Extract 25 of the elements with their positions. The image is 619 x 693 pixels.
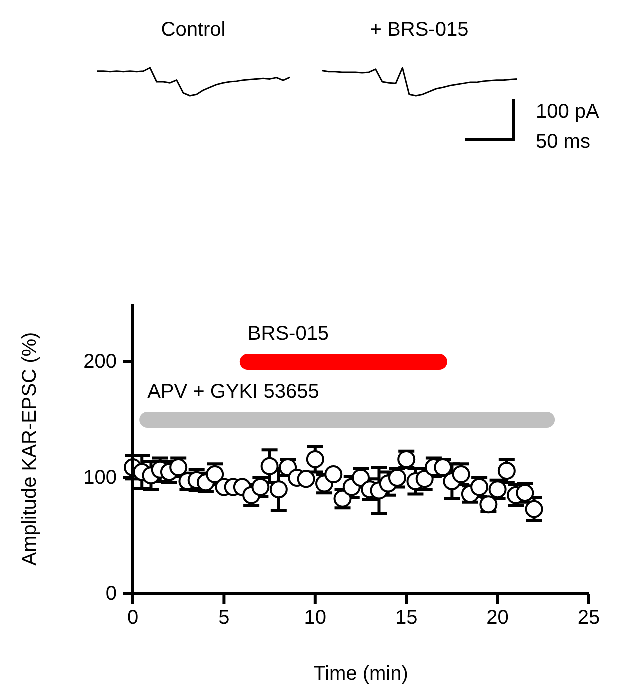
series-label: APV + GYKI 53655: [148, 381, 320, 403]
x-tick-label: 10: [304, 607, 327, 629]
x-tick-label: 5: [218, 607, 230, 629]
point: [306, 450, 324, 468]
y-axis-title: Amplitude KAR-EPSC (%): [19, 332, 41, 566]
x-tick-label: 25: [578, 607, 600, 629]
text: 100 pA: [536, 101, 600, 123]
y-tick-label: 100: [84, 467, 117, 489]
series-label: BRS-015: [248, 323, 330, 345]
x-axis-title: Time (min): [314, 663, 408, 685]
chart-title: + BRS-015: [370, 19, 469, 41]
x-tick-label: 15: [395, 607, 418, 629]
point: [498, 462, 516, 480]
chart-title: Control: [161, 19, 226, 41]
x-tick-label: 0: [127, 607, 139, 629]
point: [297, 470, 316, 488]
point: [260, 457, 279, 476]
text: 50 ms: [536, 131, 590, 153]
y-tick-label: 0: [106, 583, 117, 605]
point: [206, 466, 224, 484]
y-tick-label: 200: [84, 351, 117, 373]
point: [324, 466, 343, 484]
x-tick-label: 20: [486, 607, 509, 629]
point: [525, 500, 544, 518]
point: [270, 480, 288, 499]
